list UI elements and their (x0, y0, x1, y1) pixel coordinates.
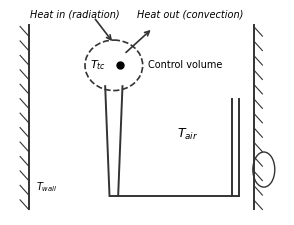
Text: Heat out (convection): Heat out (convection) (137, 10, 243, 20)
Text: $T_{wall}$: $T_{wall}$ (36, 180, 57, 194)
Text: $T_{air}$: $T_{air}$ (177, 127, 198, 142)
Text: Heat in (radiation): Heat in (radiation) (30, 10, 120, 20)
Text: Control volume: Control volume (148, 60, 223, 70)
Text: $T_{tc}$: $T_{tc}$ (90, 58, 106, 72)
